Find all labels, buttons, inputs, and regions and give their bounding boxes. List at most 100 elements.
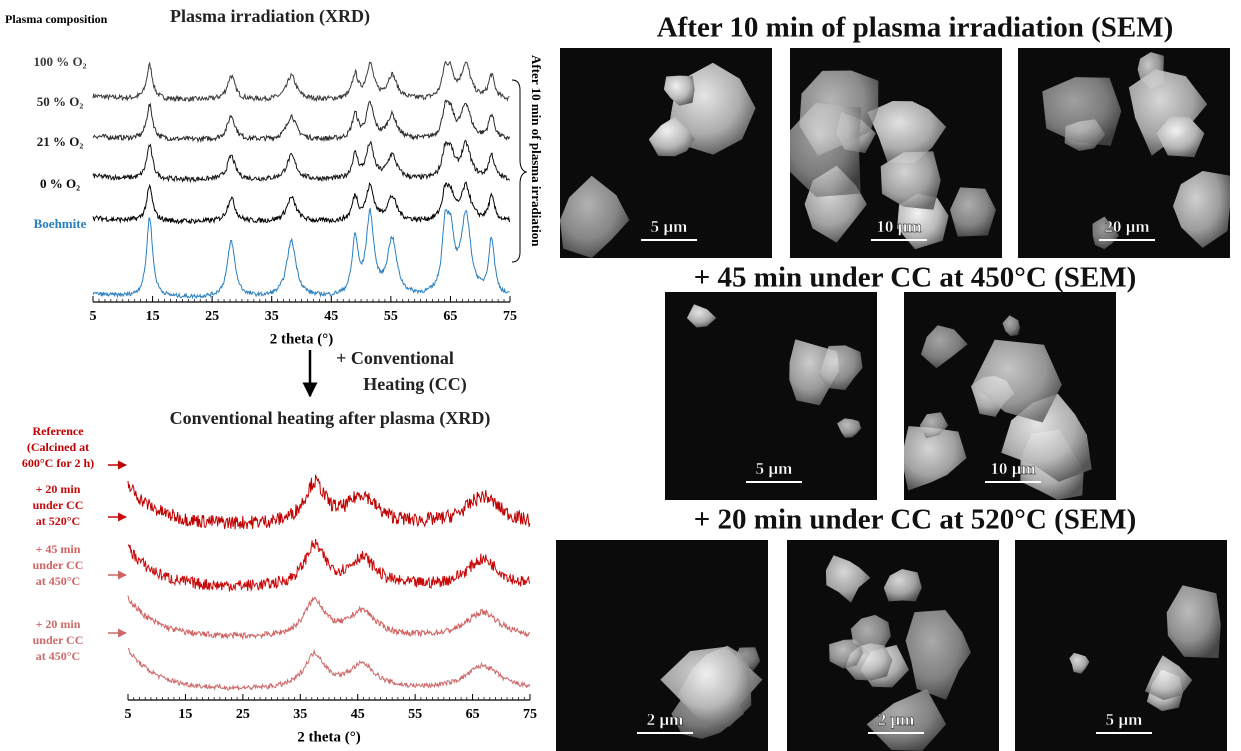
x-tick-label: 5 — [125, 707, 132, 722]
trace-label: + 20 min — [36, 617, 81, 631]
particle — [790, 102, 862, 197]
trace-label: 50 % O₂ — [37, 94, 84, 109]
sem-image: 2 µm — [556, 540, 768, 751]
x-tick-label: 15 — [178, 707, 192, 722]
particle — [686, 304, 717, 328]
particle — [837, 418, 862, 438]
sem-image: 10 µm — [790, 48, 1002, 258]
particle — [1166, 585, 1221, 659]
trace-label: 600°C for 2 h) — [22, 456, 94, 470]
xrd-trace — [92, 139, 510, 184]
xrd-top-title: Plasma irradiation (XRD) — [170, 6, 370, 27]
trace-label: under CC — [33, 633, 84, 647]
xrd-trace — [92, 99, 510, 144]
x-tick-label: 25 — [236, 707, 250, 722]
scale-label: 5 µm — [756, 459, 793, 478]
sem-title: + 20 min under CC at 520°C (SEM) — [694, 504, 1136, 536]
x-tick-label: 15 — [146, 309, 160, 324]
sem-image: 5 µm — [1015, 540, 1227, 751]
x-tick-label: 65 — [443, 309, 457, 324]
particle — [560, 175, 630, 258]
xrd-trace — [128, 648, 531, 691]
trace-label: Reference — [32, 424, 84, 438]
particle — [1069, 652, 1090, 674]
scale-label: 2 µm — [878, 710, 915, 729]
sem-image: 2 µm — [787, 540, 999, 751]
trace-label: at 450°C — [36, 574, 80, 588]
x-tick-label: 45 — [351, 707, 365, 722]
transition-line: + Conventional — [336, 348, 454, 368]
xrd-bottom-title: Conventional heating after plasma (XRD) — [170, 408, 491, 429]
particle — [1144, 655, 1193, 701]
particle — [866, 688, 947, 751]
sem-image: 10 µm — [904, 292, 1116, 500]
bracket — [511, 79, 528, 263]
scale-label: 5 µm — [651, 217, 688, 236]
trace-label: at 450°C — [36, 649, 80, 663]
xrd-trace — [127, 595, 531, 641]
particle — [867, 101, 947, 164]
x-tick-label: 55 — [408, 707, 422, 722]
xrd-trace — [92, 207, 510, 300]
particle — [829, 639, 864, 669]
particle — [897, 193, 949, 250]
particle — [920, 325, 968, 369]
trace-label: Boehmite — [34, 216, 87, 231]
x-tick-label: 55 — [384, 309, 398, 324]
x-axis-label: 2 theta (°) — [270, 331, 333, 347]
particle — [919, 412, 949, 439]
scale-label: 10 µm — [876, 217, 921, 236]
scale-label: 20 µm — [1104, 217, 1149, 236]
transition-line: Heating (CC) — [363, 374, 466, 395]
trace-label: 100 % O₂ — [33, 54, 86, 69]
xrd-trace — [92, 60, 510, 103]
xrd-trace — [92, 181, 510, 225]
xrd-trace — [127, 473, 531, 530]
particle — [905, 610, 971, 700]
legend-title: Plasma composition — [5, 12, 108, 26]
particle — [880, 151, 941, 210]
bracket-label: After 10 min of plasma irradiation — [529, 55, 544, 247]
xrd-trace — [127, 539, 531, 592]
particle — [950, 187, 996, 237]
particle — [818, 345, 863, 390]
particle — [904, 426, 967, 491]
sem-title: + 45 min under CC at 450°C (SEM) — [694, 262, 1136, 294]
x-tick-label: 75 — [523, 707, 537, 722]
trace-label: + 20 min — [36, 482, 81, 496]
particle — [648, 116, 695, 157]
x-tick-label: 25 — [205, 309, 219, 324]
scale-label: 10 µm — [990, 459, 1035, 478]
particle — [1173, 171, 1230, 248]
x-tick-label: 45 — [324, 309, 338, 324]
x-tick-label: 75 — [503, 309, 517, 324]
particle — [883, 569, 922, 602]
trace-label: (Calcined at — [27, 440, 89, 454]
particle — [1042, 77, 1122, 146]
x-tick-label: 35 — [293, 707, 307, 722]
sem-title: After 10 min of plasma irradiation (SEM) — [657, 12, 1174, 44]
sem-image: 5 µm — [560, 48, 772, 258]
scale-label: 2 µm — [647, 710, 684, 729]
particle — [1156, 116, 1205, 158]
trace-label: under CC — [33, 498, 84, 512]
trace-label: at 520°C — [36, 514, 80, 528]
particle — [1128, 69, 1208, 156]
x-axis-label: 2 theta (°) — [297, 729, 360, 745]
sem-image: 20 µm — [1018, 48, 1230, 258]
particle — [663, 75, 695, 106]
particle — [1002, 315, 1020, 336]
sem-image: 5 µm — [665, 292, 877, 500]
trace-label: under CC — [33, 558, 84, 572]
trace-label: 0 % O₂ — [40, 176, 80, 191]
scale-label: 5 µm — [1106, 710, 1143, 729]
trace-label: 21 % O₂ — [37, 134, 84, 149]
x-tick-label: 65 — [466, 707, 480, 722]
x-tick-label: 35 — [265, 309, 279, 324]
particle — [972, 339, 1062, 423]
particle — [676, 645, 752, 727]
particle — [825, 555, 871, 603]
trace-label: + 45 min — [36, 542, 81, 556]
x-tick-label: 5 — [90, 309, 97, 324]
